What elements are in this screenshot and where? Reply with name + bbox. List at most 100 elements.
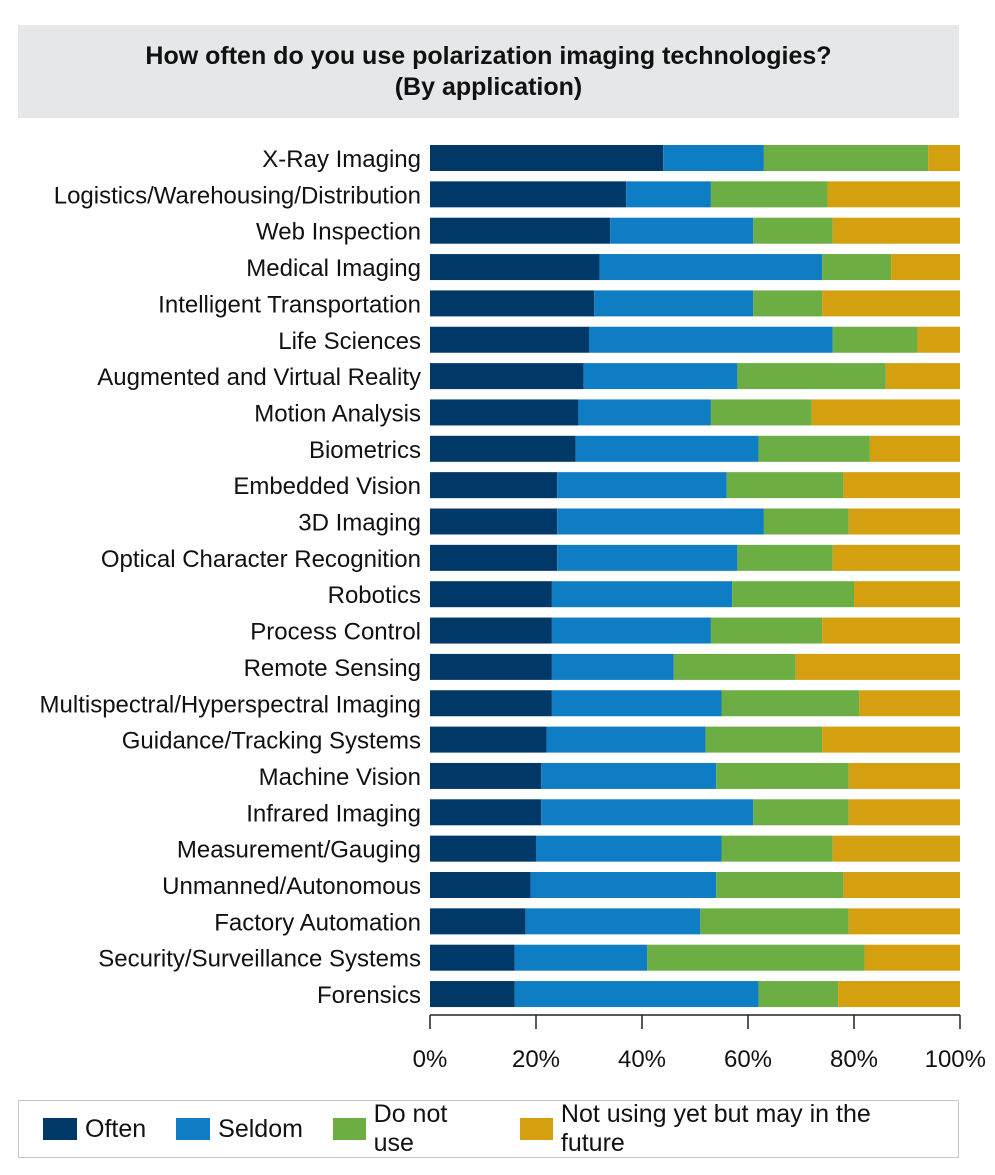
x-tick-label: 0% — [413, 1046, 448, 1073]
bar-segment-seldom — [530, 872, 717, 898]
bar-segment-not-using-yet-but-may-in-the-future — [822, 726, 960, 753]
bar-segment-often — [430, 617, 552, 644]
bar-segment-seldom — [551, 617, 711, 644]
category-label: Measurement/Gauging — [177, 837, 421, 864]
category-label: Biometrics — [309, 437, 421, 464]
category-label: Logistics/Warehousing/Distribution — [54, 182, 421, 209]
bar-segment-do-not-use — [716, 762, 849, 789]
bar-segment-seldom — [575, 435, 759, 462]
category-label: Unmanned/Autonomous — [162, 873, 421, 900]
category-label: Embedded Vision — [233, 473, 421, 500]
x-tick-label: 40% — [618, 1046, 666, 1073]
category-label: Security/Surveillance Systems — [98, 946, 421, 973]
bar-segment-do-not-use — [763, 145, 929, 171]
bar-segment-not-using-yet-but-may-in-the-future — [838, 981, 960, 1008]
bar-segment-not-using-yet-but-may-in-the-future — [832, 544, 960, 571]
bar-segment-not-using-yet-but-may-in-the-future — [864, 944, 960, 971]
bar-segment-do-not-use — [710, 617, 823, 644]
legend-label: Often — [85, 1114, 147, 1143]
legend-item: Not using yet but may in the future — [520, 1100, 928, 1158]
category-label: Life Sciences — [278, 328, 421, 355]
bar-segment-often — [430, 690, 552, 717]
bar-segment-often — [430, 726, 547, 753]
legend-swatch — [520, 1118, 553, 1140]
bar-segment-often — [430, 872, 531, 898]
bar-segment-seldom — [557, 544, 738, 571]
bar-segment-often — [430, 944, 515, 971]
x-tick-label: 20% — [512, 1046, 560, 1073]
bar-segment-seldom — [546, 726, 706, 753]
bar-segment-do-not-use — [716, 872, 844, 898]
chart-title-box: How often do you use polarization imagin… — [18, 25, 959, 118]
legend-item: Often — [43, 1115, 146, 1144]
bar-segment-seldom — [514, 944, 648, 971]
chart-legend: Often Seldom Do not use Not using yet but m… — [18, 1100, 959, 1158]
bar-segment-not-using-yet-but-may-in-the-future — [811, 399, 960, 426]
category-label: X-Ray Imaging — [262, 146, 421, 173]
bar-segment-seldom — [541, 762, 717, 789]
bar-segment-do-not-use — [721, 690, 860, 717]
legend-label: Do not use — [373, 1100, 448, 1157]
bar-segment-seldom — [551, 653, 674, 680]
bar-segment-do-not-use — [705, 726, 823, 753]
bar-segment-often — [430, 544, 558, 571]
bar-segment-do-not-use — [647, 944, 865, 971]
bar-segment-do-not-use — [737, 363, 886, 390]
bar-segment-do-not-use — [737, 544, 833, 571]
bar-segment-often — [430, 508, 558, 535]
bar-segment-seldom — [557, 508, 764, 535]
bar-segment-not-using-yet-but-may-in-the-future — [885, 363, 960, 390]
bar-segment-often — [430, 145, 664, 171]
bar-segment-do-not-use — [710, 181, 828, 208]
x-tick-label: 60% — [724, 1046, 772, 1073]
bar-segment-not-using-yet-but-may-in-the-future — [848, 508, 960, 535]
bar-segment-do-not-use — [732, 581, 854, 608]
bar-segment-seldom — [626, 181, 711, 208]
bar-segment-not-using-yet-but-may-in-the-future — [795, 653, 960, 680]
x-tick-label: 100% — [925, 1046, 986, 1073]
bar-segment-often — [430, 908, 526, 935]
chart-title: How often do you use polarization imagin… — [145, 41, 832, 70]
bar-segment-seldom — [663, 145, 764, 171]
category-label: Robotics — [328, 582, 421, 609]
bar-segment-not-using-yet-but-may-in-the-future — [822, 290, 960, 317]
bar-segment-seldom — [536, 835, 722, 862]
bar-segment-seldom — [599, 254, 823, 281]
category-label: Augmented and Virtual Reality — [97, 364, 421, 391]
bar-segment-do-not-use — [726, 472, 844, 499]
bar-segment-often — [430, 581, 552, 608]
bar-segment-seldom — [551, 690, 722, 717]
category-label: Intelligent Transportation — [158, 291, 421, 318]
bar-segment-do-not-use — [673, 653, 796, 680]
bar-segment-seldom — [589, 326, 833, 353]
bar-segment-seldom — [541, 799, 754, 826]
bar-segment-do-not-use — [753, 799, 849, 826]
bar-segment-not-using-yet-but-may-in-the-future — [928, 145, 960, 171]
bar-segment-not-using-yet-but-may-in-the-future — [891, 254, 960, 281]
bar-segment-seldom — [551, 581, 733, 608]
legend-swatch — [332, 1118, 366, 1140]
bar-segment-often — [430, 762, 542, 789]
bar-segment-often — [430, 290, 595, 317]
bar-segment-do-not-use — [700, 908, 849, 935]
bar-segment-seldom — [525, 908, 701, 935]
bar-segment-not-using-yet-but-may-in-the-future — [843, 872, 960, 898]
bar-segment-seldom — [557, 472, 727, 499]
bar-segment-seldom — [594, 290, 754, 317]
bar-segment-often — [430, 435, 576, 462]
bar-segment-seldom — [578, 399, 711, 426]
category-label: Web Inspection — [256, 219, 421, 246]
category-label: Motion Analysis — [254, 400, 421, 427]
legend-swatch — [176, 1118, 211, 1140]
legend-item: Do not use — [332, 1100, 490, 1158]
bar-segment-not-using-yet-but-may-in-the-future — [854, 581, 960, 608]
bar-segment-do-not-use — [721, 835, 833, 862]
bar-segment-often — [430, 399, 579, 426]
bar-segment-often — [430, 363, 584, 390]
bar-segment-seldom — [514, 981, 759, 1008]
bar-segment-often — [430, 653, 552, 680]
bar-segment-often — [430, 835, 536, 862]
bar-segment-do-not-use — [763, 508, 849, 535]
bar-segment-often — [430, 981, 515, 1008]
stacked-bar-chart: X-Ray Imaging Logistics/Warehousing/Distr… — [40, 145, 986, 1073]
